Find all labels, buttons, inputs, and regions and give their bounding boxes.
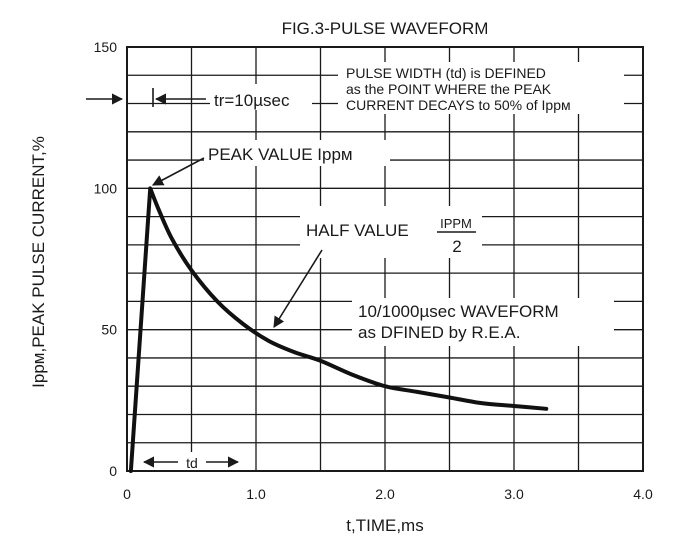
chart-title: FIG.3-PULSE WAVEFORM [282,19,489,38]
y-tick-labels: 0 50 100 150 [94,39,118,479]
waveform-line2: as DFINED by R.E.A. [358,323,520,342]
rise-time-label: tr=10µsec [214,91,290,110]
plot-frame [126,46,644,472]
pulse-width-line2: as the POINT WHERE the PEAK [346,81,552,97]
y-tick-label: 150 [94,39,118,55]
x-tick-labels: 0 1.0 2.0 3.0 4.0 [123,486,653,502]
half-value-numerator: IPPM [440,216,472,231]
y-tick-label: 50 [101,322,117,338]
td-label: td [186,455,198,471]
half-value-label: HALF VALUE [306,221,409,240]
half-value-arrow [273,249,323,328]
x-tick-label: 0 [123,486,131,502]
x-tick-label: 3.0 [504,486,524,502]
waveform-series-line [128,186,549,473]
rise-time-box [210,84,312,110]
pulse-width-box [338,62,624,114]
peak-value-box [204,140,390,166]
x-axis-label: t,TIME,ms [346,516,423,535]
x-tick-label: 1.0 [246,486,266,502]
y-tick-label: 100 [94,180,118,196]
peak-value-arrow [152,157,205,186]
pulse-width-line3: CURRENT DECAYS to 50% of Ippм [346,97,571,113]
x-tick-label: 4.0 [633,486,653,502]
peak-value-label: PEAK VALUE Ippм [208,145,353,164]
half-value-denominator: 2 [452,237,461,256]
waveform-box [352,298,614,346]
y-axis-label: Ippм,PEAK PULSE CURRENT,% [29,136,48,388]
waveform-line1: 10/1000µsec WAVEFORM [358,302,559,321]
y-tick-label: 0 [109,463,117,479]
td-box [180,452,204,470]
pulse-width-line1: PULSE WIDTH (td) is DEFINED [346,65,546,81]
x-tick-label: 2.0 [375,486,395,502]
